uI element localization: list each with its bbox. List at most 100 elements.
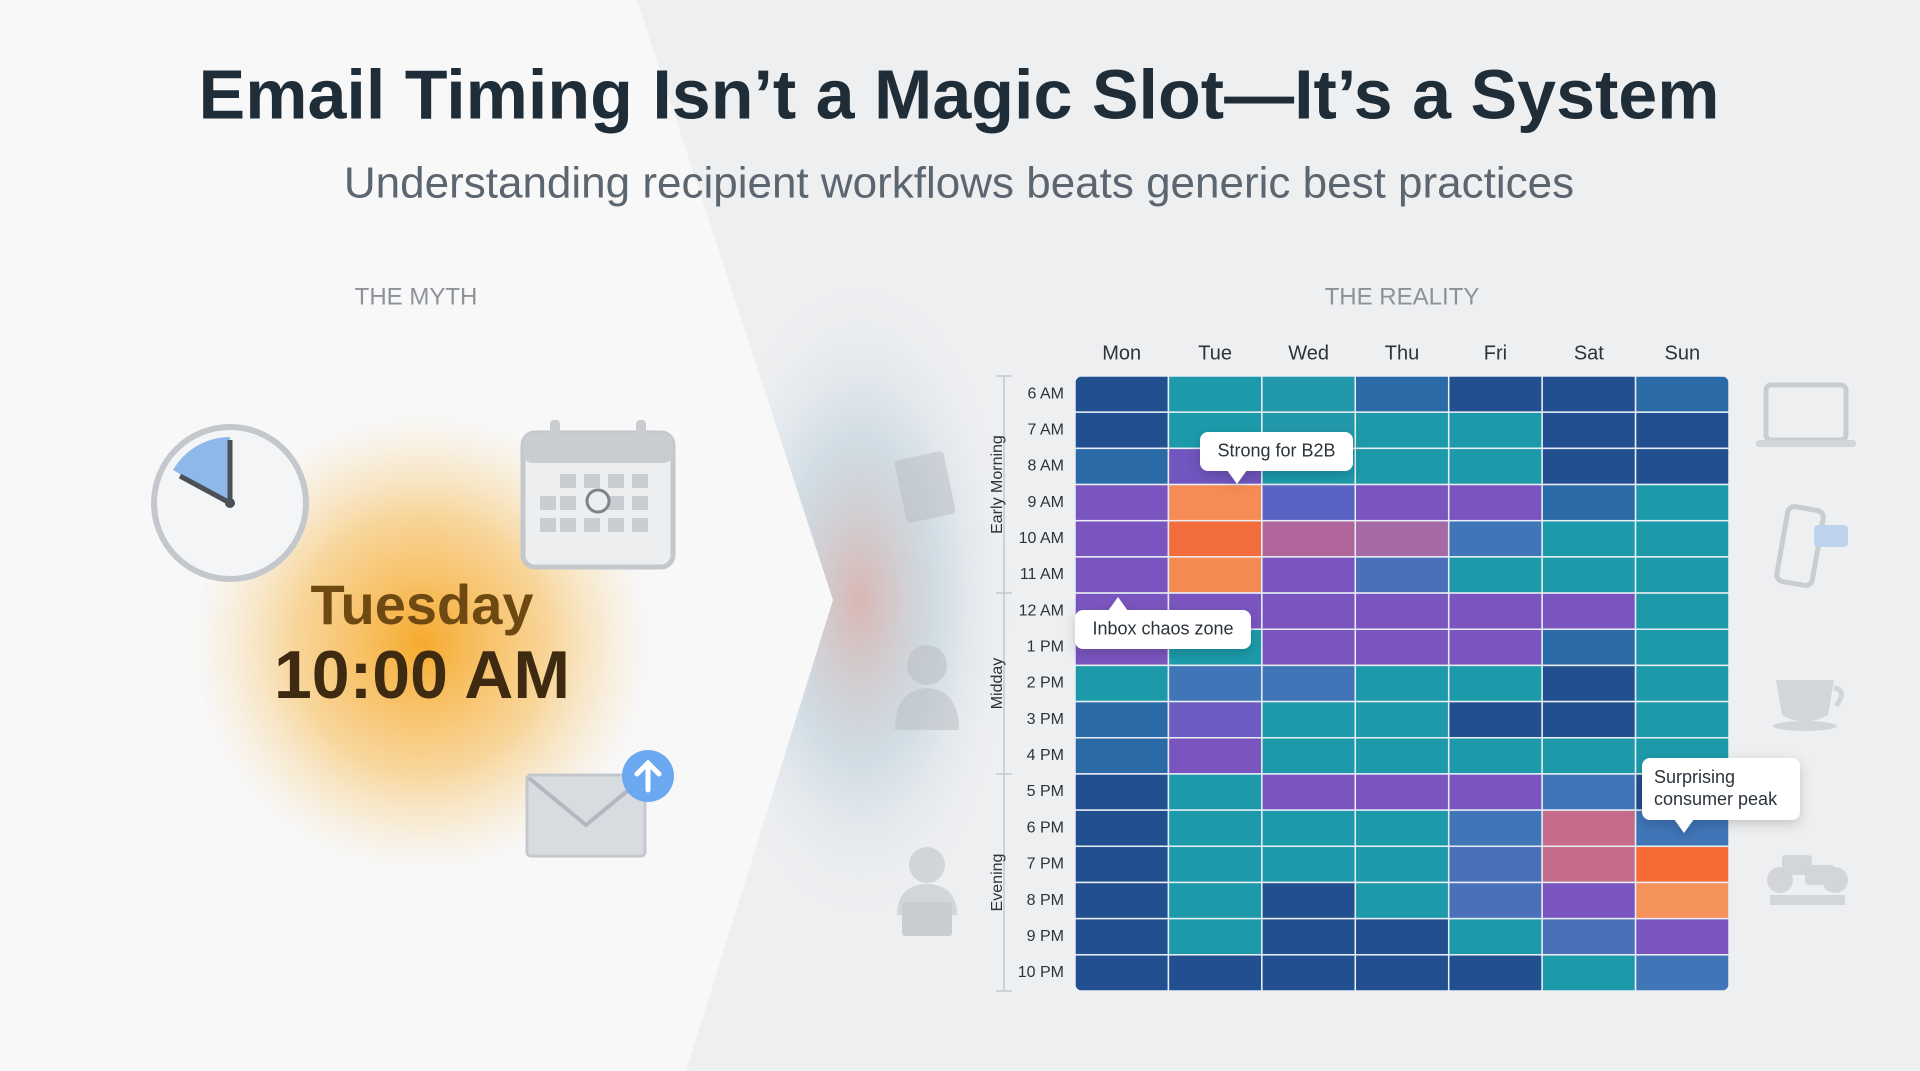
- callout-pointer: [1674, 819, 1694, 833]
- heatmap: Mon Tue Wed Thu Fri Sat Sun 6 AM 7 AM 8 AM 9 AM 10 …: [989, 342, 1729, 992]
- callout: [1075, 597, 1251, 649]
- heatmap-cell: [1541, 917, 1637, 956]
- heatmap-cell: [1354, 519, 1450, 558]
- day-label: Sat: [1574, 342, 1604, 364]
- group-label: Early Morning: [989, 435, 1006, 534]
- heatmap-cell: [1075, 664, 1170, 703]
- heatmap-cell: [1075, 483, 1170, 522]
- day-label: Thu: [1385, 342, 1419, 364]
- heatmap-cell: [1354, 447, 1450, 486]
- callout-text: Surprising: [1654, 767, 1735, 787]
- heatmap-cell: [1634, 376, 1729, 413]
- heatmap-cell: [1075, 411, 1170, 450]
- heatmap-cell: [1541, 411, 1637, 450]
- heatmap-cell: [1075, 917, 1170, 956]
- heatmap-cell: [1261, 809, 1357, 848]
- heatmap-cell: [1075, 845, 1170, 884]
- hour-label: 1 PM: [1027, 639, 1064, 656]
- heatmap-cell: [1261, 519, 1357, 558]
- heatmap-cell: [1541, 592, 1637, 630]
- heatmap-cell: [1541, 845, 1637, 884]
- heatmap-cell: [1261, 556, 1357, 594]
- heatmap-cell: [1075, 881, 1170, 920]
- heatmap-cell: [1354, 592, 1450, 630]
- day-label: Wed: [1288, 342, 1329, 364]
- heatmap-cell: [1541, 376, 1637, 413]
- heatmap-cell: [1167, 881, 1263, 920]
- heatmap-cell: [1447, 483, 1543, 522]
- heatmap-cell: [1447, 737, 1543, 775]
- heatmap-cell: [1075, 809, 1170, 848]
- subtitle: Understanding recipient workflows beats …: [344, 159, 1574, 208]
- heatmap-cell: [1541, 628, 1637, 667]
- heatmap-cell: [1447, 700, 1543, 739]
- heatmap-cell: [1167, 809, 1263, 848]
- heatmap-cell: [1634, 519, 1729, 558]
- heatmap-cell: [1634, 628, 1729, 667]
- hour-label: 11 AM: [1020, 566, 1064, 583]
- callout-box: [1200, 432, 1353, 471]
- heatmap-cell: [1075, 556, 1170, 594]
- heatmap-cell: [1541, 773, 1637, 811]
- heatmap-cell: [1634, 411, 1729, 450]
- heatmap-cell: [1167, 737, 1263, 775]
- hour-label: 10 AM: [1019, 530, 1064, 547]
- callout-box: [1075, 610, 1251, 649]
- heatmap-cell: [1447, 773, 1543, 811]
- callout-pointer: [1227, 470, 1247, 484]
- heatmap-cell: [1354, 628, 1450, 667]
- heatmap-cell: [1447, 845, 1543, 884]
- heatmap-cell: [1167, 773, 1263, 811]
- heatmap-cell: [1075, 700, 1170, 739]
- group-label: Evening: [989, 854, 1006, 912]
- heatmap-cell: [1447, 917, 1543, 956]
- heatmap-cell: [1634, 592, 1729, 630]
- section-label: THE REALITY: [1325, 283, 1480, 310]
- callout-text: Inbox chaos zone: [1092, 618, 1233, 638]
- heatmap-cell: [1261, 845, 1357, 884]
- heatmap-cell: [1261, 376, 1357, 413]
- calendar-icon: [520, 420, 676, 570]
- section-label: THE MYTH: [355, 283, 478, 310]
- myth-time: 10:00 AM: [274, 637, 570, 713]
- heatmap-cell: [1354, 700, 1450, 739]
- heatmap-cell: [1354, 664, 1450, 703]
- heatmap-cell: [1354, 881, 1450, 920]
- hour-label: 8 PM: [1027, 892, 1064, 909]
- heatmap-cell: [1354, 376, 1450, 413]
- heatmap-cell: [1354, 773, 1450, 811]
- heatmap-cell: [1075, 773, 1170, 811]
- heatmap-cell: [1261, 700, 1357, 739]
- heatmap-cell: [1354, 737, 1450, 775]
- heatmap-cell: [1167, 664, 1263, 703]
- heatmap-cell: [1541, 519, 1637, 558]
- heatmap-cell: [1634, 556, 1729, 594]
- heatmap-cell: [1634, 447, 1729, 486]
- heatmap-cell: [1167, 954, 1263, 991]
- hour-label: 10 PM: [1018, 964, 1064, 981]
- callout: [1200, 432, 1353, 484]
- heatmap-cell: [1541, 556, 1637, 594]
- hour-label: 6 PM: [1027, 819, 1064, 836]
- heatmap-cell: [1261, 737, 1357, 775]
- group-label: Midday: [989, 658, 1006, 710]
- heatmap-cell: [1354, 556, 1450, 594]
- heatmap-cell: [1167, 376, 1263, 413]
- heatmap-cell: [1541, 447, 1637, 486]
- heatmap-cell: [1261, 773, 1357, 811]
- heatmap-cell: [1447, 881, 1543, 920]
- heatmap-cell: [1447, 592, 1543, 630]
- clock-icon: [151, 424, 309, 582]
- heatmap-cell: [1541, 737, 1637, 775]
- heatmap-cell: [1447, 954, 1543, 991]
- heatmap-cell: [1354, 917, 1450, 956]
- heatmap-cell: [1167, 483, 1263, 522]
- heatmap-cell: [1541, 483, 1637, 522]
- heatmap-cell: [1634, 881, 1729, 920]
- heatmap-cell: [1354, 809, 1450, 848]
- heatmap-cell: [1634, 954, 1729, 991]
- heatmap-cell: [1167, 519, 1263, 558]
- heatmap-cell: [1261, 917, 1357, 956]
